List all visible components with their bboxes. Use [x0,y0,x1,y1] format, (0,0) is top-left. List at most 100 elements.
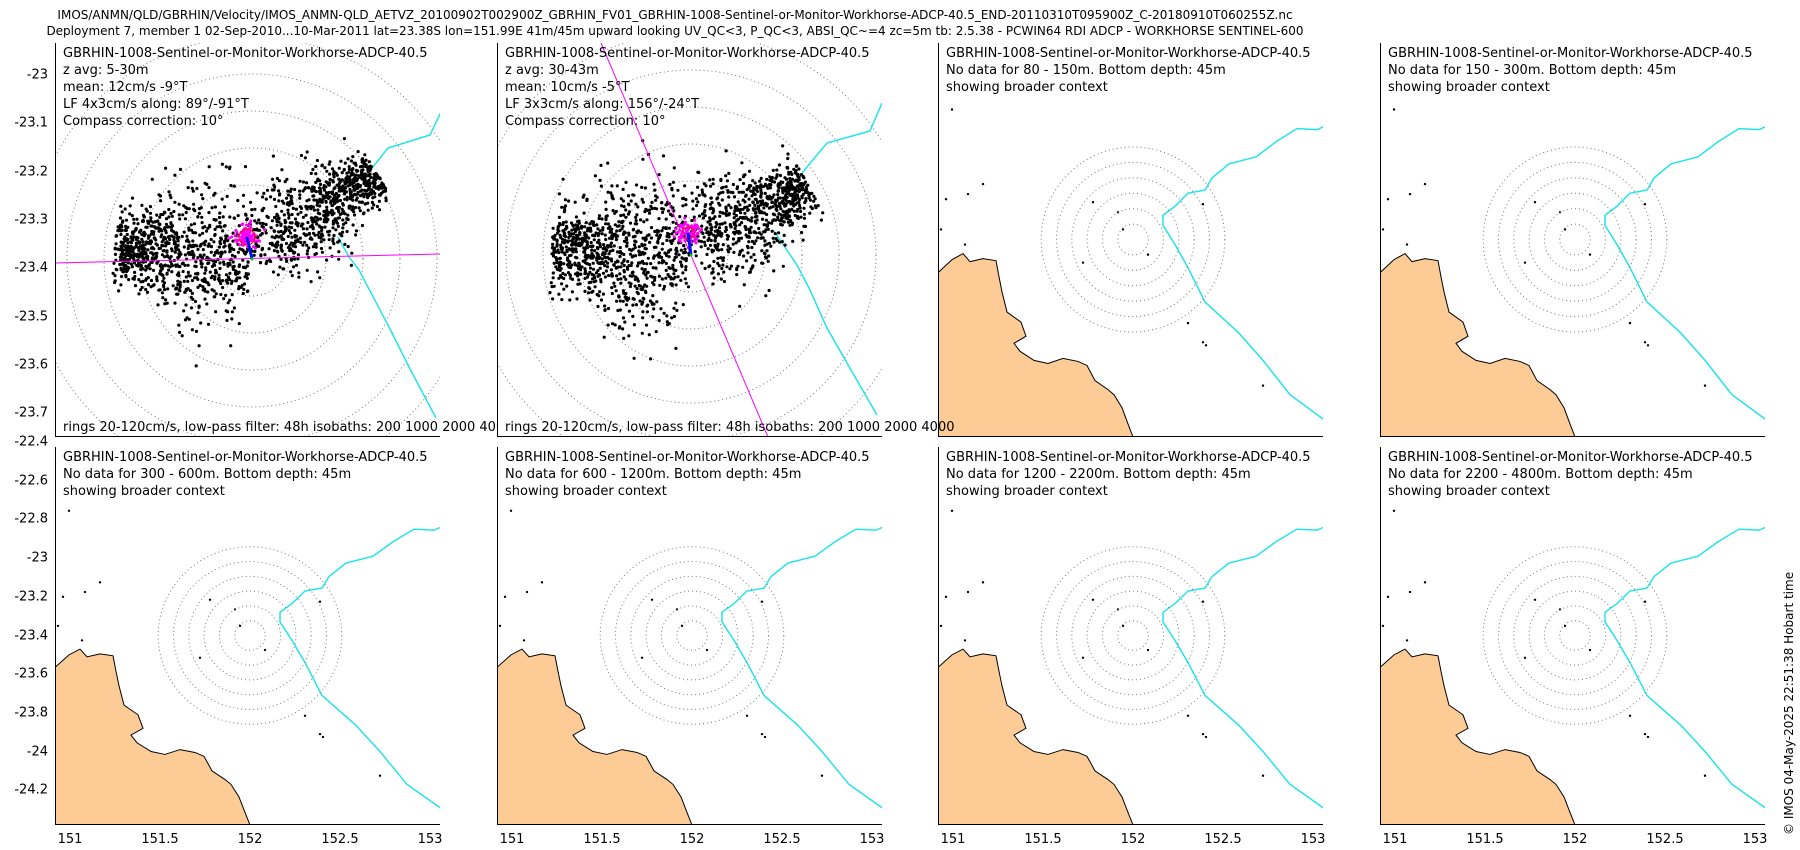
scatter-point [119,268,123,272]
current-scatter-panel: GBRHIN-1008-Sentinel-or-Monitor-Workhors… [55,43,513,437]
islet [820,774,824,777]
land-coastline [55,648,251,825]
scatter-point [628,284,632,289]
scatter-point [120,210,124,214]
scatter-point [747,169,752,173]
scatter-point [600,217,604,221]
scatter-point [615,299,619,303]
scatter-point [564,220,568,224]
scatter-point [565,248,569,253]
islet [981,581,985,584]
scatter-point [336,184,341,188]
scatter-point [366,208,370,212]
scatter-point [270,235,274,239]
scatter-point [366,192,370,196]
scatter-point [609,191,613,195]
scatter-point [583,276,587,280]
scatter-point [377,208,382,212]
scatter-point [619,277,623,281]
islet [981,182,985,186]
scatter-point [220,251,224,255]
scatter-point [674,283,678,287]
speed-ring [599,546,785,725]
scatter-point [672,166,676,170]
islet [263,648,267,652]
scatter-point [719,277,723,281]
scatter-point [154,252,158,256]
scatter-point [298,236,302,240]
scatter-point [751,207,755,211]
scatter-point [607,236,612,240]
scatter-point [230,253,234,257]
scatter-point [781,144,785,148]
panel-annotation: GBRHIN-1008-Sentinel-or-Monitor-Workhors… [63,45,428,130]
islet [56,624,60,628]
scatter-point [358,209,362,213]
scatter-point [213,277,217,281]
scatter-point [606,222,610,226]
scatter-point [149,246,154,250]
panel-info-line: Compass correction: 10° [505,114,666,129]
y-axis-line [55,43,56,437]
scatter-point [754,187,759,191]
scatter-point [178,167,183,171]
scatter-point [747,197,751,201]
scatter-point [172,238,176,242]
scatter-point [182,279,186,283]
scatter-point [158,215,162,219]
scatter-point [727,171,731,175]
scatter-point [137,240,141,244]
scatter-point [611,248,615,252]
scatter-point [232,184,236,188]
scatter-point [217,245,221,249]
scatter-point [310,223,314,227]
scatter-point [217,251,221,255]
scatter-point [614,209,618,214]
scatter-point [799,215,803,219]
scatter-point [636,264,640,268]
scatter-point [178,283,182,287]
scatter-point [819,218,823,222]
scatter-point [717,231,722,235]
scatter-point [664,276,668,280]
scatter-point [137,248,141,252]
scatter-point [550,285,554,289]
scatter-point [799,184,803,188]
scatter-point [652,245,656,249]
scatter-point [327,190,331,195]
scatter-point [753,181,757,185]
islet [1386,595,1390,599]
scatter-point [352,179,356,183]
scatter-point [671,266,675,270]
scatter-point [555,257,559,261]
scatter-point [724,228,728,232]
scatter-point [255,243,259,247]
scatter-point [377,187,381,191]
scatter-point [301,180,306,184]
scatter-point [782,197,786,201]
scatter-point [345,229,349,234]
scatter-point [622,230,626,234]
scatter-point [295,234,299,238]
scatter-point [792,167,796,171]
scatter-point [287,229,291,233]
scatter-point [645,218,649,222]
scatter-point [652,307,656,311]
scatter-point [123,228,127,232]
islet [1563,228,1567,231]
islet [1646,735,1650,739]
scatter-point [570,277,575,281]
scatter-point [572,235,576,239]
scatter-point [356,150,360,154]
scatter-point [766,223,770,227]
scatter-point [268,258,272,262]
scatter-point [170,270,174,274]
scatter-point [343,212,347,216]
scatter-point [682,257,686,261]
scatter-point [168,237,172,242]
scatter-point [324,199,328,203]
scatter-point [259,233,263,237]
scatter-point [791,187,795,191]
scatter-point [283,229,288,233]
scatter-point [606,323,610,327]
